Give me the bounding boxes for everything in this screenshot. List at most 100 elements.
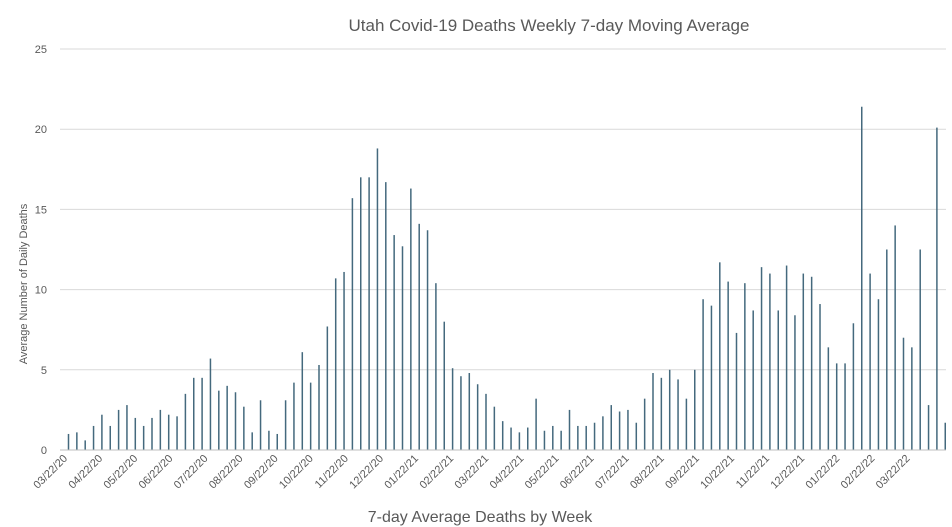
bar xyxy=(652,373,654,450)
bar xyxy=(886,249,888,450)
bar xyxy=(585,425,587,450)
bar xyxy=(334,278,337,450)
bar xyxy=(117,409,120,450)
y-tick-label: 15 xyxy=(35,204,47,216)
bar xyxy=(610,405,612,450)
bar xyxy=(552,425,554,450)
bar xyxy=(810,276,813,450)
y-tick-label: 25 xyxy=(35,44,47,56)
bar xyxy=(902,337,905,450)
bar xyxy=(376,148,379,450)
bar xyxy=(167,414,170,450)
bar xyxy=(735,332,738,450)
bar xyxy=(710,305,713,450)
bar xyxy=(201,377,203,450)
bar xyxy=(101,414,103,450)
x-tick-label: 06/22/20 xyxy=(137,453,176,492)
bar xyxy=(360,177,362,450)
bar xyxy=(134,417,137,450)
bar xyxy=(259,400,262,450)
bar xyxy=(109,425,111,450)
x-tick-label: 02/22/22 xyxy=(839,453,878,492)
bar xyxy=(819,304,821,450)
bar xyxy=(727,281,729,450)
y-tick-label: 20 xyxy=(35,124,47,136)
bar xyxy=(752,310,754,450)
bar xyxy=(643,398,646,450)
bar xyxy=(76,432,78,450)
bar xyxy=(677,379,679,450)
bar xyxy=(802,273,805,450)
bar xyxy=(184,393,187,450)
bar xyxy=(794,315,796,450)
bar xyxy=(493,406,496,450)
x-tick-label: 08/22/21 xyxy=(628,453,667,492)
bar xyxy=(635,422,638,450)
bar xyxy=(485,393,487,450)
bar xyxy=(869,273,871,450)
bar xyxy=(535,398,537,450)
bar xyxy=(618,411,621,450)
bar xyxy=(527,427,529,450)
bar xyxy=(744,283,746,450)
bar xyxy=(410,188,412,451)
x-tick-label: 09/22/21 xyxy=(663,453,702,492)
bar xyxy=(593,422,596,450)
bar xyxy=(852,323,855,450)
bar xyxy=(234,392,237,450)
x-tick-label: 01/22/21 xyxy=(382,453,421,492)
bar xyxy=(660,377,663,450)
bar xyxy=(602,416,604,450)
bar xyxy=(443,321,445,450)
bar xyxy=(309,382,312,450)
x-tick-label: 11/22/21 xyxy=(734,453,772,491)
chart-title: Utah Covid-19 Deaths Weekly 7-day Moving… xyxy=(349,16,750,35)
bar xyxy=(518,432,521,450)
bar xyxy=(151,417,153,450)
bar xyxy=(919,249,921,450)
bar xyxy=(67,433,70,450)
bar xyxy=(351,198,354,450)
bar xyxy=(476,384,479,450)
bar xyxy=(284,400,287,450)
bar xyxy=(911,347,913,450)
bar xyxy=(276,433,278,450)
bar xyxy=(92,425,95,450)
bar xyxy=(451,368,454,450)
x-tick-label: 12/22/20 xyxy=(347,453,386,492)
bar xyxy=(468,373,471,450)
y-axis-label: Average Number of Daily Deaths xyxy=(18,203,30,364)
bar xyxy=(385,182,387,450)
bar xyxy=(401,246,404,450)
y-tick-label: 0 xyxy=(41,445,47,457)
bar xyxy=(301,352,304,450)
x-axis-label: 7-day Average Deaths by Week xyxy=(368,509,593,526)
bar xyxy=(944,422,946,450)
bar xyxy=(627,409,629,450)
bar xyxy=(543,430,546,450)
bar xyxy=(769,273,771,450)
x-tick-label: 05/22/20 xyxy=(102,453,141,492)
bar xyxy=(268,430,270,450)
x-tick-label: 11/22/20 xyxy=(313,453,351,491)
x-tick-label: 04/22/20 xyxy=(66,453,105,492)
bars xyxy=(67,106,946,451)
bar xyxy=(702,299,704,450)
bar xyxy=(835,363,838,450)
bar xyxy=(368,177,370,450)
x-tick-label: 08/22/20 xyxy=(207,453,246,492)
bar xyxy=(426,230,429,450)
bar xyxy=(927,405,930,450)
bar xyxy=(293,382,295,450)
bar xyxy=(84,440,86,450)
bar xyxy=(393,235,395,450)
bar xyxy=(844,363,846,450)
bar xyxy=(218,390,220,450)
x-axis-ticks: 03/22/2004/22/2005/22/2006/22/2007/22/20… xyxy=(31,453,912,492)
x-tick-label: 10/22/20 xyxy=(277,453,316,492)
x-tick-label: 04/22/21 xyxy=(488,453,527,492)
y-axis-ticks: 0 5 10 15 20 25 xyxy=(35,44,47,457)
y-tick-label: 10 xyxy=(35,285,47,297)
x-tick-label: 07/22/20 xyxy=(172,453,211,492)
